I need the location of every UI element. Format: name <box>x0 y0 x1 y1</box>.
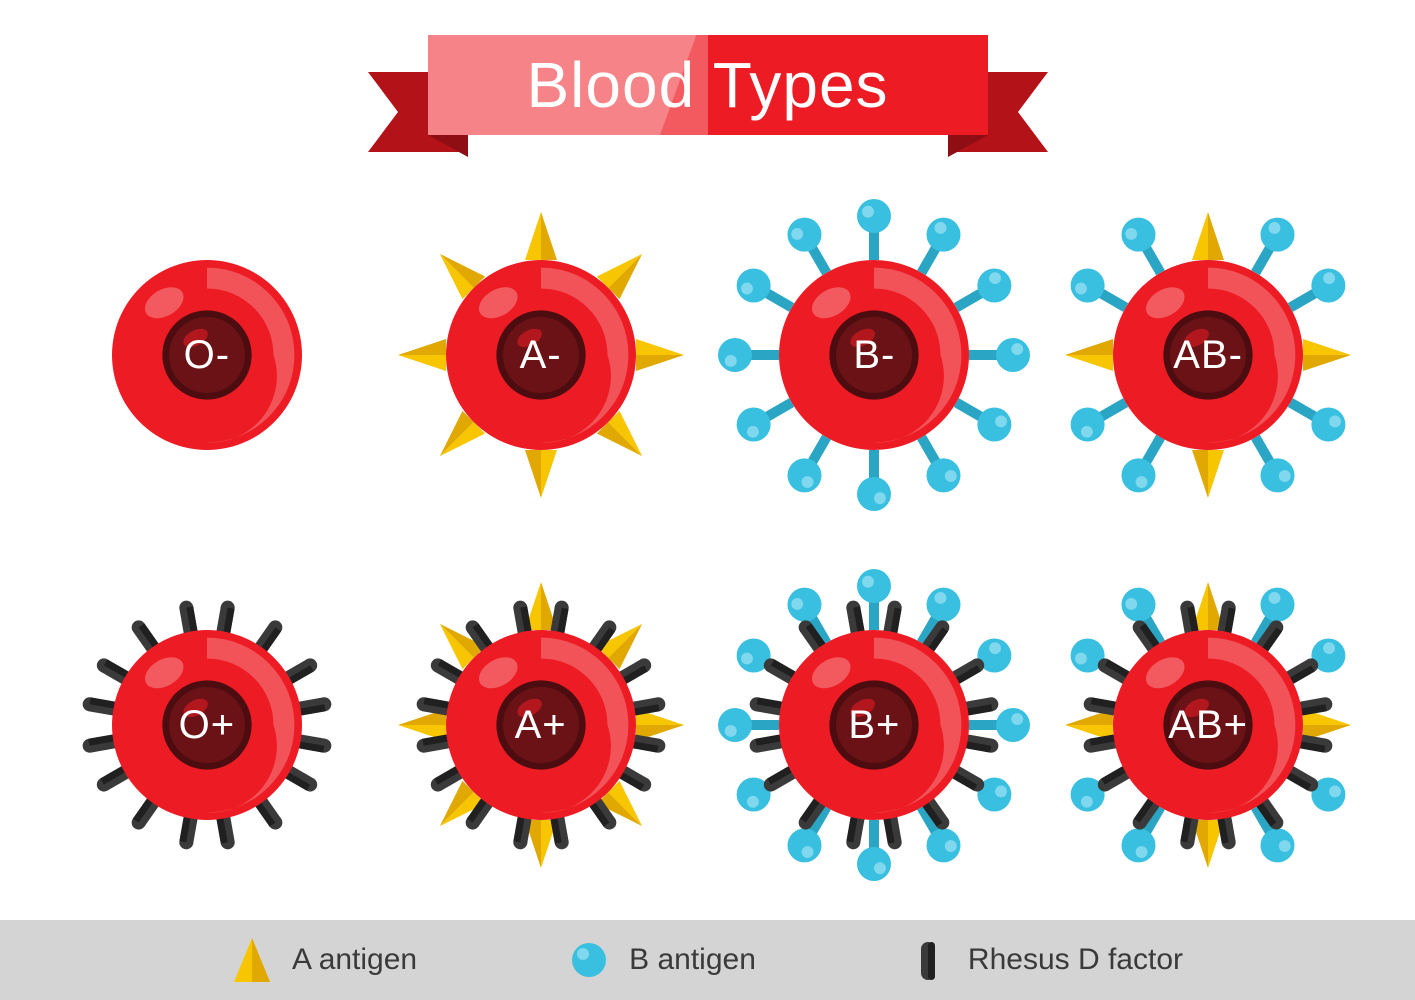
page-title: Blood Types <box>526 48 888 122</box>
blood-cell: A- <box>391 205 691 505</box>
legend-label: Rhesus D factor <box>968 943 1183 977</box>
b-antigen-icon <box>569 936 609 984</box>
legend-item: A antigen <box>232 936 417 984</box>
blood-cell: AB- <box>1058 205 1358 505</box>
blood-cell: O- <box>57 205 357 505</box>
ribbon-banner: Blood Types <box>428 35 988 135</box>
ribbon-fold-left <box>428 135 468 157</box>
legend-item: Rhesus D factor <box>908 936 1183 984</box>
blood-cell: B- <box>724 205 1024 505</box>
d-antigen-icon <box>908 936 948 984</box>
legend-label: B antigen <box>629 943 756 977</box>
ribbon-fold-right <box>948 135 988 157</box>
title-ribbon: Blood Types <box>428 30 988 140</box>
a-antigen-icon <box>232 936 272 984</box>
cells-grid: O-A-B-AB- O+A+B+AB+ <box>0 170 1415 910</box>
legend-label: A antigen <box>292 943 417 977</box>
legend-bar: A antigen B antigen Rhesus D factor <box>0 920 1415 1000</box>
legend-item: B antigen <box>569 936 756 984</box>
blood-cell: AB+ <box>1058 575 1358 875</box>
blood-cell: B+ <box>724 575 1024 875</box>
blood-cell: O+ <box>57 575 357 875</box>
blood-cell: A+ <box>391 575 691 875</box>
